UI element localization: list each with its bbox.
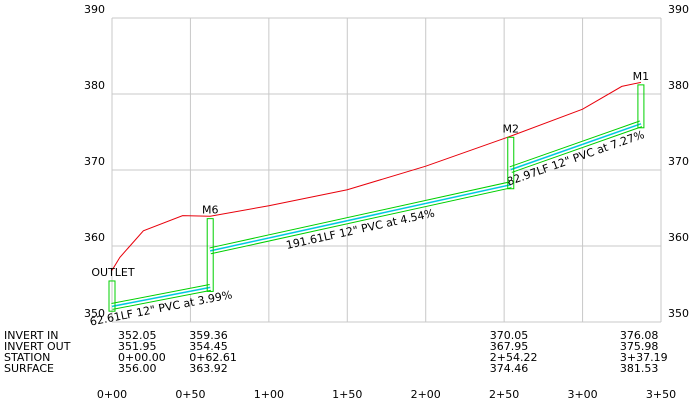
y-tick-label-right: 350	[668, 307, 689, 320]
x-tick-label: 2+50	[489, 388, 519, 401]
y-tick-label-right: 380	[668, 79, 689, 92]
y-tick-label: 370	[84, 155, 105, 168]
table-cell: 376.08	[620, 329, 659, 342]
table-cell: 3+37.19	[620, 351, 668, 364]
table-cell: 363.92	[189, 362, 228, 375]
structure	[637, 84, 645, 129]
table-cell: 381.53	[620, 362, 659, 375]
y-tick-label: 360	[84, 231, 105, 244]
row-label: SURFACE	[4, 362, 54, 375]
x-tick-label: 0+50	[175, 388, 205, 401]
row-label: STATION	[4, 351, 50, 364]
structure-label: OUTLET	[91, 266, 135, 279]
table-cell: 0+00.00	[118, 351, 166, 364]
table-cell: 375.98	[620, 340, 659, 353]
x-tick-label: 0+00	[97, 388, 127, 401]
y-tick-label: 390	[84, 3, 105, 16]
row-label: INVERT OUT	[4, 340, 71, 353]
structure	[206, 218, 214, 292]
y-tick-label: 380	[84, 79, 105, 92]
y-tick-label: 350	[84, 307, 105, 320]
y-tick-label-right: 360	[668, 231, 689, 244]
x-tick-label: 1+00	[254, 388, 284, 401]
structure-label: M2	[503, 122, 520, 135]
structure	[507, 136, 515, 190]
structure	[108, 280, 116, 312]
y-tick-label-right: 370	[668, 155, 689, 168]
row-label: INVERT IN	[4, 329, 58, 342]
table-cell: 0+62.61	[189, 351, 237, 364]
x-tick-label: 1+50	[332, 388, 362, 401]
structure-label: M6	[202, 204, 219, 217]
x-tick-label: 3+00	[567, 388, 597, 401]
x-tick-label: 3+50	[646, 388, 676, 401]
table-cell: 370.05	[490, 329, 528, 342]
table-cell: 351.95	[118, 340, 157, 353]
surface-line	[111, 81, 642, 271]
table-cell: 356.00	[118, 362, 157, 375]
table-cell: 2+54.22	[490, 351, 538, 364]
pipe-center	[510, 123, 642, 171]
structure-label: M1	[633, 70, 650, 83]
table-cell: 352.05	[118, 329, 157, 342]
table-cell: 374.46	[490, 362, 528, 375]
y-tick-label-right: 390	[668, 3, 689, 16]
pipe-label: 82.97LF 12" PVC at 7.27%	[505, 128, 646, 188]
x-tick-label: 2+00	[411, 388, 441, 401]
table-cell: 359.36	[189, 329, 228, 342]
table-cell: 354.45	[189, 340, 228, 353]
table-cell: 367.95	[490, 340, 528, 353]
pipe-center	[111, 286, 211, 308]
pipe-center	[210, 184, 511, 252]
